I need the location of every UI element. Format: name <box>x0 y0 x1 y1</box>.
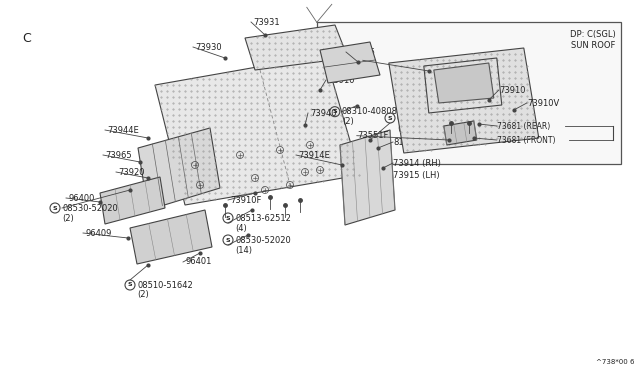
Text: 73910V: 73910V <box>527 99 559 108</box>
Polygon shape <box>444 121 477 145</box>
Text: 08530-52020: 08530-52020 <box>235 235 291 244</box>
Text: ^738*00 6: ^738*00 6 <box>596 359 635 365</box>
Text: (2): (2) <box>62 214 74 222</box>
Text: 96409: 96409 <box>85 228 111 237</box>
Text: 73930: 73930 <box>195 42 221 51</box>
Text: 73965: 73965 <box>335 56 362 65</box>
Text: 08510-51642: 08510-51642 <box>137 280 193 289</box>
Text: 73944E: 73944E <box>107 125 139 135</box>
Text: 73681 (FRONT): 73681 (FRONT) <box>497 135 556 144</box>
Text: 08510-61612: 08510-61612 <box>397 113 453 122</box>
Text: 96401: 96401 <box>185 257 211 266</box>
Text: S: S <box>226 237 230 243</box>
Polygon shape <box>245 25 348 70</box>
Text: S: S <box>128 282 132 288</box>
Text: (2): (2) <box>137 291 148 299</box>
Text: S: S <box>226 215 230 221</box>
Polygon shape <box>130 210 212 264</box>
Text: 73965: 73965 <box>105 151 132 160</box>
Text: (4): (4) <box>235 224 247 232</box>
Text: 81896M: 81896M <box>393 138 427 147</box>
Bar <box>317 22 621 164</box>
Text: (2): (2) <box>397 124 409 132</box>
Text: DP: C(SGL): DP: C(SGL) <box>570 30 616 39</box>
Text: 73920: 73920 <box>118 167 145 176</box>
Polygon shape <box>320 42 380 83</box>
Text: 08310-40808: 08310-40808 <box>342 107 398 116</box>
Polygon shape <box>100 177 165 224</box>
Text: 73910F: 73910F <box>230 196 261 205</box>
Text: 08513-62512: 08513-62512 <box>235 214 291 222</box>
Text: (14): (14) <box>235 246 252 254</box>
Text: (2): (2) <box>342 117 353 126</box>
Polygon shape <box>155 55 360 205</box>
Polygon shape <box>138 128 220 210</box>
Text: 73914E: 73914E <box>298 151 330 160</box>
Text: S: S <box>388 115 392 121</box>
Text: 73931: 73931 <box>253 17 280 26</box>
Text: SUN ROOF: SUN ROOF <box>572 41 616 50</box>
Text: 73910: 73910 <box>499 86 525 94</box>
Polygon shape <box>340 130 395 225</box>
Text: C: C <box>22 32 31 45</box>
Text: 08530-52020: 08530-52020 <box>62 203 118 212</box>
Text: 73681 (REAR): 73681 (REAR) <box>497 122 550 131</box>
Text: S: S <box>333 109 337 114</box>
Polygon shape <box>434 63 494 103</box>
Text: 96400: 96400 <box>68 193 94 202</box>
Text: 73940: 73940 <box>310 109 337 118</box>
Text: 73966: 73966 <box>348 48 375 57</box>
Text: 73910: 73910 <box>328 76 355 84</box>
Text: 73915 (LH): 73915 (LH) <box>393 170 440 180</box>
Text: S: S <box>52 205 58 211</box>
Text: 73551F: 73551F <box>357 131 388 140</box>
Polygon shape <box>388 48 539 153</box>
Text: 73914 (RH): 73914 (RH) <box>393 158 441 167</box>
